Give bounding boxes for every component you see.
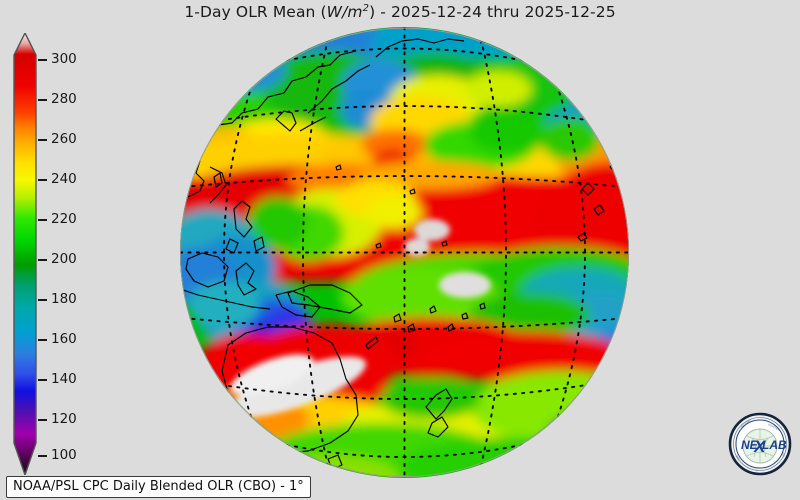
tick-mark [38, 99, 47, 101]
logo-wordmark: NE LAB X [741, 437, 787, 456]
source-caption: NOAA/PSL CPC Daily Blended OLR (CBO) - 1… [6, 476, 311, 498]
tick-mark [38, 59, 47, 61]
title-units-exponent: 2 [362, 3, 370, 14]
page-title: 1-Day OLR Mean (W/m2) - 2025-12-24 thru … [0, 3, 800, 21]
svg-text:NATIONAL: NATIONAL [740, 417, 753, 429]
tick-label: 140 [51, 371, 77, 387]
tick-mark [38, 139, 47, 141]
logo-ring-text: NATIONAL WEATHER LAB COD [733, 417, 787, 471]
svg-text:LAB: LAB [781, 451, 786, 457]
tick-label: 120 [51, 411, 77, 427]
tick-mark [38, 419, 47, 421]
graticule [180, 27, 629, 478]
svg-text:WEATHER: WEATHER [768, 422, 781, 432]
tick-mark [38, 379, 47, 381]
tick-label: 300 [51, 51, 77, 67]
olr-heatmap [180, 27, 629, 478]
nexlab-logo[interactable]: NATIONAL WEATHER LAB COD NE LAB X [728, 412, 792, 476]
tick-mark [38, 219, 47, 221]
title-suffix: ) - 2025-12-24 thru 2025-12-25 [369, 3, 616, 22]
tick-label: 220 [51, 211, 77, 227]
colorbar-ticks: 300 280 260 240 220 200 180 160 [38, 33, 82, 475]
tick-mark [38, 259, 47, 261]
globe-clip [180, 27, 629, 478]
tick-mark [38, 179, 47, 181]
tick-mark [38, 455, 47, 457]
tick-label: 260 [51, 131, 77, 147]
title-prefix: 1-Day OLR Mean ( [184, 3, 327, 22]
tick-label: 160 [51, 331, 77, 347]
globe-map[interactable] [180, 27, 629, 478]
svg-text:NE: NE [741, 438, 759, 452]
tick-label: 100 [51, 447, 77, 463]
tick-mark [38, 299, 47, 301]
svg-text:X: X [753, 437, 767, 456]
logo-globe-icon [742, 428, 778, 464]
tick-label: 280 [51, 91, 77, 107]
tick-mark [38, 339, 47, 341]
colorbar-gradient [13, 33, 37, 475]
svg-text:COD: COD [734, 454, 740, 461]
tick-label: 200 [51, 251, 77, 267]
title-units-numerator: W/m [326, 3, 363, 22]
colorbar: 300 280 260 240 220 200 180 160 [12, 33, 77, 475]
tick-label: 240 [51, 171, 77, 187]
tick-label: 180 [51, 291, 77, 307]
svg-text:LAB: LAB [762, 438, 787, 452]
